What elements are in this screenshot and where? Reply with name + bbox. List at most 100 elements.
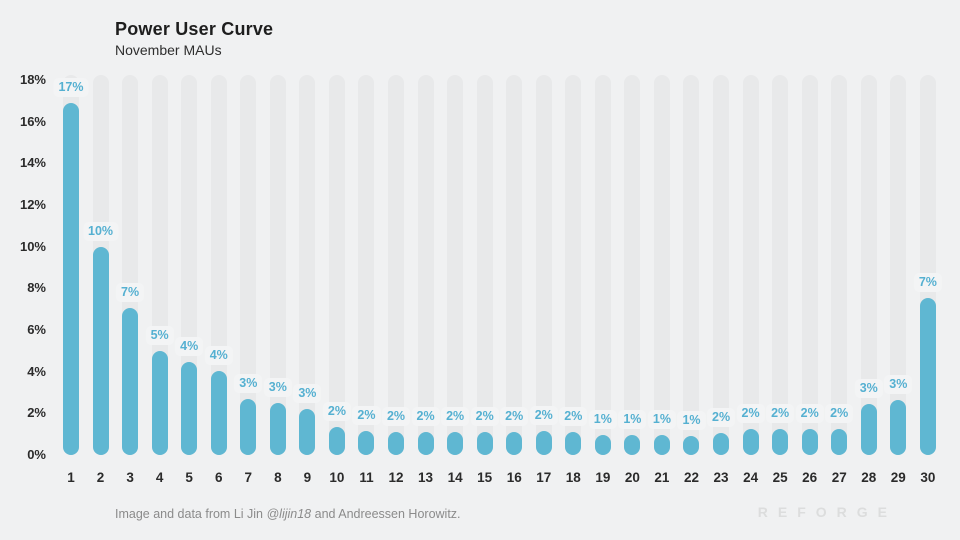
bar-column: 3% 28: [854, 75, 883, 485]
bar-value-badge: 1%: [588, 410, 617, 430]
y-tick-label: 12%: [19, 197, 46, 212]
bar-value-badge: 3%: [263, 377, 292, 397]
x-tick-label: 10: [329, 470, 345, 485]
bar-column: 4% 6: [204, 75, 233, 485]
bar: [919, 297, 936, 455]
bar-column: 2% 15: [470, 75, 499, 485]
bar-column: 4% 5: [175, 75, 204, 485]
bar-track: [801, 75, 818, 455]
bar-track: [535, 75, 552, 455]
bar-value-badge: 2%: [795, 404, 824, 423]
bar-column: 2% 24: [736, 75, 765, 485]
attribution-prefix: Image and data from Li Jin: [115, 507, 267, 521]
bar-value-badge: 2%: [441, 407, 470, 427]
x-tick-label: 3: [126, 470, 134, 485]
x-tick-label: 24: [743, 470, 759, 485]
bar-value-badge: 2%: [766, 404, 795, 423]
bar-value-badge: 3%: [854, 379, 883, 398]
bar-track: [240, 75, 257, 455]
bar-value-badge: 7%: [913, 272, 942, 292]
bar-track: [594, 75, 611, 455]
bar-track: [860, 75, 877, 455]
y-tick-label: 2%: [27, 405, 46, 421]
y-tick-label: 4%: [27, 363, 46, 379]
bar-value-badge: 2%: [736, 404, 765, 423]
attribution-suffix: and Andreessen Horowitz.: [311, 507, 461, 521]
bar-track: [299, 75, 316, 455]
bar-column: 2% 17: [529, 75, 558, 485]
x-tick-label: 26: [802, 470, 818, 485]
x-tick-label: 4: [155, 470, 164, 485]
chart-subtitle: November MAUs: [115, 42, 222, 58]
x-tick-label: 11: [359, 470, 374, 485]
bar-value-badge: 2%: [470, 407, 499, 427]
x-tick-label: 2: [96, 470, 105, 485]
plot-area: 17% 1 10% 2 7% 3 5% 4 4% 5 4% 6 3% 7 3% 8 3% 9 2% 10 2% 11 2% 1…: [53, 75, 942, 485]
bar-column: 2% 11: [352, 75, 381, 485]
x-tick-label: 23: [713, 470, 729, 485]
bar-column: 2% 16: [500, 75, 529, 485]
bar-column: 7% 3: [116, 75, 145, 485]
bar: [122, 308, 139, 455]
bar-column: 1% 20: [618, 75, 647, 485]
bar-track: [388, 75, 405, 455]
x-tick-label: 29: [890, 470, 906, 485]
bar: [801, 429, 818, 455]
reforge-logo: REFORGE: [757, 504, 897, 520]
x-tick-label: 5: [185, 470, 193, 485]
x-tick-label: 28: [861, 470, 877, 485]
bar: [151, 350, 168, 455]
bar: [476, 432, 493, 455]
y-tick-label: 16%: [19, 113, 46, 129]
x-tick-label: 18: [565, 470, 581, 485]
y-tick-label: 10%: [19, 238, 46, 254]
attribution-handle: @lijin18: [266, 507, 312, 521]
bar: [210, 370, 227, 455]
y-tick-label: 18%: [19, 72, 46, 87]
bar-value-badge: 1%: [677, 411, 706, 431]
bar-column: 2% 27: [825, 75, 854, 485]
x-tick-label: 14: [447, 470, 463, 485]
y-tick-label: 6%: [27, 322, 46, 337]
x-tick-label: 19: [595, 470, 611, 485]
bar-value-badge: 7%: [116, 283, 145, 303]
bar-column: 2% 25: [766, 75, 795, 485]
bar-column: 3% 29: [884, 75, 913, 485]
bar: [653, 435, 670, 455]
bar: [565, 432, 582, 455]
bar: [240, 398, 257, 455]
bar-track: [506, 75, 523, 455]
bar-track: [269, 75, 286, 455]
bar-value-badge: 2%: [706, 408, 736, 428]
x-tick-label: 12: [388, 470, 404, 485]
bar-column: 1% 22: [677, 75, 706, 485]
bar-track: [181, 75, 198, 455]
bar: [713, 433, 730, 455]
bar-column: 17% 1: [53, 75, 89, 485]
x-tick-label: 27: [831, 470, 847, 485]
bar-value-badge: 3%: [234, 373, 263, 393]
bar-value-badge: 2%: [322, 401, 351, 421]
y-axis: 18% 16% 14% 12% 10% 8% 6% 4% 2% 0%: [0, 72, 46, 462]
bar-value-badge: 1%: [647, 410, 676, 430]
bar: [181, 362, 198, 455]
bar-value-badge: 10%: [83, 221, 119, 241]
bar: [328, 426, 345, 455]
bar-value-badge: 2%: [529, 406, 558, 425]
bar-track: [742, 75, 759, 455]
bar-column: 2% 13: [411, 75, 440, 485]
bar: [831, 429, 848, 455]
bar-value-badge: 5%: [145, 325, 174, 345]
bar-track: [772, 75, 789, 455]
bar-value-badge: 2%: [825, 404, 854, 423]
bar: [594, 435, 611, 455]
bar: [299, 409, 316, 455]
bar-value-badge: 2%: [559, 407, 588, 427]
x-tick-label: 21: [654, 470, 670, 485]
bar: [683, 436, 700, 455]
bar-value-badge: 2%: [381, 407, 411, 427]
y-tick-label: 14%: [19, 155, 46, 171]
bar-value-badge: 4%: [175, 337, 204, 357]
bar-column: 10% 2: [83, 75, 119, 485]
